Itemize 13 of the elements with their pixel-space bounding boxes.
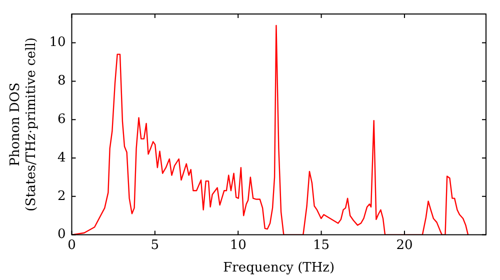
y-tick-label: 10 (49, 35, 66, 50)
y-tick-label: 6 (57, 112, 66, 127)
y-tick-label: 4 (57, 150, 66, 166)
y-tick-label: 0 (57, 227, 66, 242)
x-tick-label: 10 (230, 238, 246, 253)
x-tick-label: 15 (313, 238, 330, 253)
y-tick-label: 2 (57, 188, 66, 204)
y-tick-label: 8 (57, 74, 66, 89)
y-axis-title: Phonon DOS (States/THz·primitive cell) (8, 37, 39, 212)
x-tick-label: 5 (150, 238, 160, 253)
x-axis-title: Frequency (THz) (223, 260, 335, 276)
x-tick-label: 20 (396, 238, 413, 253)
x-tick-label: 0 (68, 238, 76, 253)
